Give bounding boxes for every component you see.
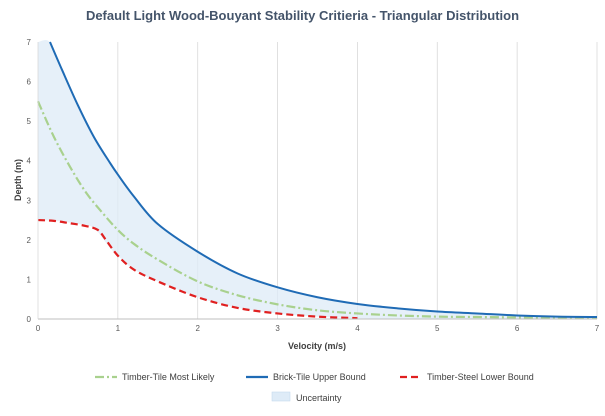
y-tick-label: 4 (27, 157, 32, 166)
x-tick-label: 2 (195, 324, 200, 333)
x-tick-labels: 0 1 2 3 4 5 6 7 (36, 324, 600, 333)
y-axis-title: Depth (m) (13, 159, 23, 201)
series-line-3 (37, 218, 358, 320)
x-tick-label: 7 (595, 324, 600, 333)
uncertainty-area (38, 39, 597, 320)
series-lines (36, 41, 598, 320)
x-tick-label: 3 (275, 324, 280, 333)
x-tick-label: 1 (116, 324, 121, 333)
legend: Timber-Tile Most Likely Brick-Tile Upper … (95, 372, 534, 403)
y-tick-label: 2 (27, 236, 32, 245)
legend-label-1: Timber-Tile Most Likely (122, 372, 215, 382)
series-line-1 (36, 100, 598, 320)
legend-swatch-band (271, 391, 291, 402)
x-tick-label: 0 (36, 324, 41, 333)
legend-label-band: Uncertainty (296, 393, 342, 403)
y-tick-label: 7 (27, 38, 32, 47)
x-tick-label: 4 (355, 324, 360, 333)
x-tick-label: 5 (435, 324, 440, 333)
y-tick-label: 1 (27, 275, 32, 284)
chart-title: Default Light Wood-Bouyant Stability Cri… (85, 8, 520, 23)
y-tick-label: 3 (27, 196, 32, 205)
y-tick-label: 6 (27, 78, 32, 87)
y-tick-label: 5 (27, 117, 32, 126)
x-tick-label: 6 (515, 324, 520, 333)
uncertainty-band (38, 39, 597, 320)
series-line-2 (49, 41, 598, 319)
legend-label-3: Timber-Steel Lower Bound (427, 372, 534, 382)
y-tick-labels: 0 1 2 3 4 5 6 7 (27, 38, 32, 324)
axes (37, 42, 597, 320)
y-tick-label: 0 (27, 315, 32, 324)
legend-label-2: Brick-Tile Upper Bound (273, 372, 366, 382)
x-axis-title: Velocity (m/s) (288, 341, 346, 351)
